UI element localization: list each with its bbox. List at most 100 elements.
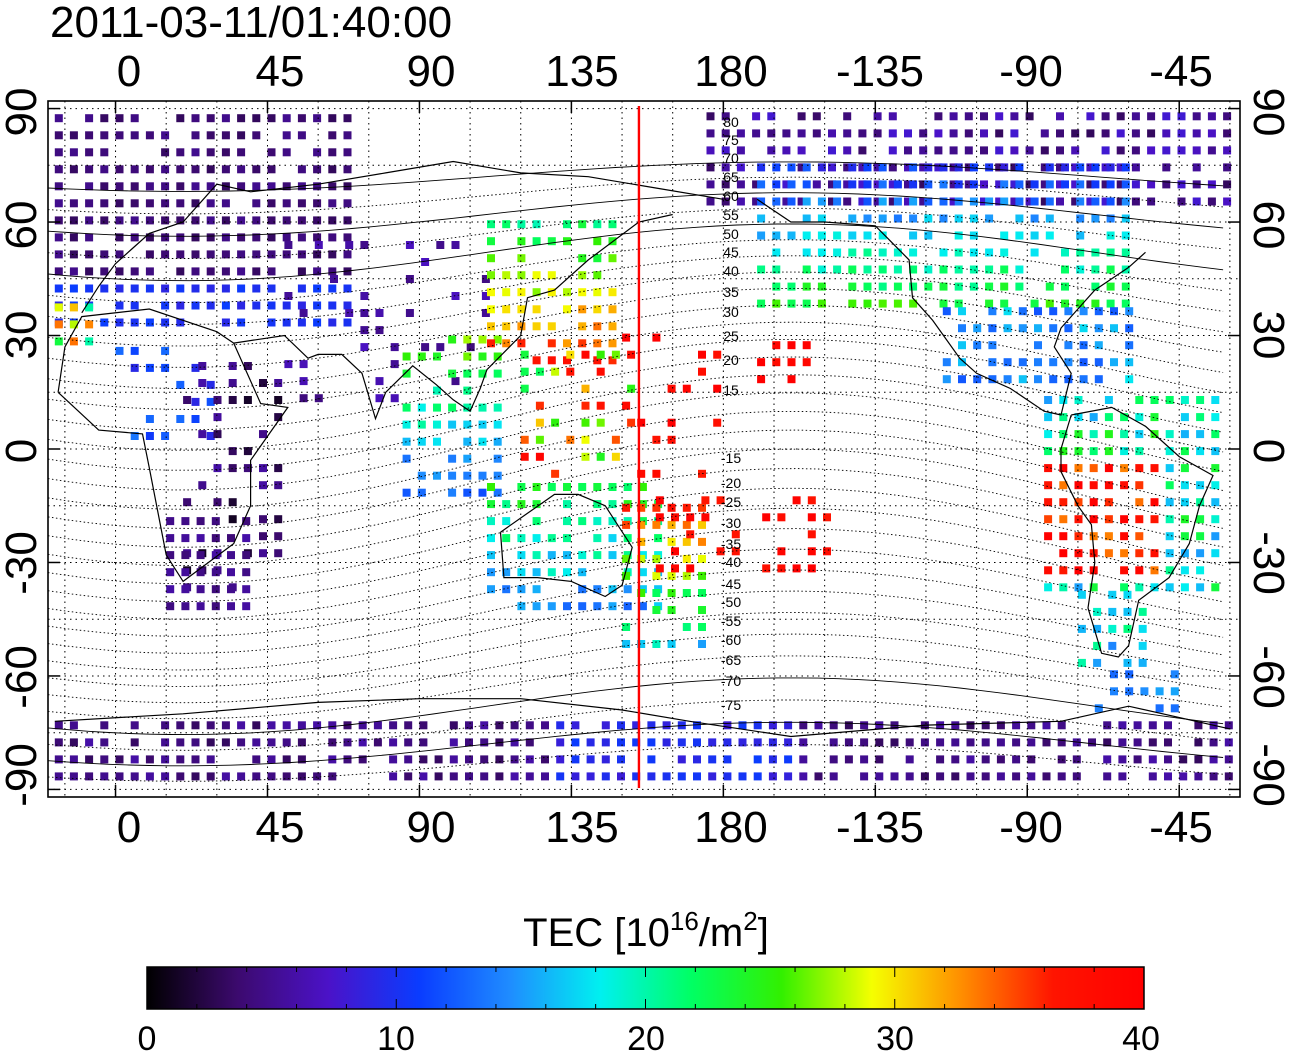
tec-cell xyxy=(267,250,276,259)
tec-cell xyxy=(1140,687,1149,696)
tec-cell xyxy=(211,568,220,577)
tec-cell xyxy=(1064,307,1073,316)
mag-lat-contour xyxy=(47,239,1224,304)
tec-cell xyxy=(1027,772,1036,781)
contour-label: -35 xyxy=(721,536,741,552)
tec-cell xyxy=(817,282,826,291)
tec-cell xyxy=(252,301,261,310)
contour-label: 70 xyxy=(723,150,739,166)
tec-cell xyxy=(858,129,867,138)
tec-cell xyxy=(206,199,215,208)
tec-cell xyxy=(130,346,139,355)
tec-cell xyxy=(493,420,502,429)
tec-cell xyxy=(54,320,63,329)
tec-cell xyxy=(1093,641,1102,650)
tec-cell xyxy=(221,738,230,747)
tec-cell xyxy=(909,265,918,274)
tec-cell xyxy=(667,537,676,546)
tec-cell xyxy=(909,299,918,308)
tec-cell xyxy=(1025,146,1034,155)
tec-cell xyxy=(677,755,686,764)
tec-cell xyxy=(115,318,124,327)
tec-cell xyxy=(328,250,337,259)
tec-cell xyxy=(259,549,267,558)
tec-cell xyxy=(909,231,918,240)
tec-cell xyxy=(1196,549,1205,558)
tec-cell xyxy=(242,517,251,526)
tec-cell xyxy=(1044,481,1053,490)
tec-cell xyxy=(736,163,745,172)
tec-cell xyxy=(652,571,661,580)
tec-cell xyxy=(784,755,793,764)
tec-cell xyxy=(617,755,625,764)
tec-cell xyxy=(161,216,170,225)
tec-cell xyxy=(969,163,978,172)
tec-cell xyxy=(677,772,686,781)
tec-cell xyxy=(115,114,124,123)
tec-cell xyxy=(1076,265,1085,274)
tec-cell xyxy=(532,356,541,365)
tec-cell xyxy=(517,305,526,314)
tec-cell xyxy=(637,418,646,427)
contour-label: 30 xyxy=(723,304,739,320)
tec-cell xyxy=(166,517,175,526)
tec-cell xyxy=(448,335,457,344)
tec-cell xyxy=(1000,163,1009,172)
tec-cell xyxy=(145,233,154,242)
tec-cell xyxy=(767,112,776,121)
tec-cell xyxy=(1018,375,1027,384)
tec-cell xyxy=(389,721,398,730)
tec-cell xyxy=(161,284,170,293)
tec-cell xyxy=(1012,721,1021,730)
tec-cell xyxy=(936,755,945,764)
tec-cell xyxy=(563,500,571,509)
tec-cell xyxy=(1211,396,1220,404)
tec-cell xyxy=(1061,248,1069,257)
tec-cell xyxy=(221,199,230,208)
tec-cell xyxy=(1196,481,1205,490)
tec-cell xyxy=(176,301,185,310)
tec-cell xyxy=(1101,146,1110,155)
tec-cell xyxy=(1121,282,1130,291)
tec-cell xyxy=(161,182,170,191)
tec-cell xyxy=(1164,772,1172,781)
tec-cell xyxy=(502,500,511,509)
tec-cell xyxy=(667,571,676,580)
tec-cell xyxy=(1106,282,1115,291)
tec-cell xyxy=(532,271,541,280)
tec-cell xyxy=(829,755,838,764)
tec-cell xyxy=(638,483,647,491)
tec-cell xyxy=(863,282,872,291)
tec-cell xyxy=(698,571,706,580)
tec-cell xyxy=(964,146,973,155)
tec-cell xyxy=(622,401,631,410)
tec-cell xyxy=(1106,197,1115,206)
x-tick-label-top: 135 xyxy=(545,47,618,96)
tec-cell xyxy=(532,322,541,331)
tec-cell xyxy=(843,180,852,189)
tec-cell xyxy=(812,112,821,121)
tec-cell xyxy=(1211,515,1220,524)
tec-cell xyxy=(259,464,267,473)
tec-cell xyxy=(191,131,200,140)
tec-cell xyxy=(1044,498,1053,507)
tec-cell xyxy=(130,216,139,225)
tec-cell xyxy=(768,721,777,730)
tec-cell xyxy=(115,216,124,225)
tec-cell xyxy=(405,241,414,249)
tec-cell xyxy=(706,129,715,138)
tec-cell xyxy=(259,481,267,490)
tec-cell xyxy=(313,772,322,781)
tec-cell xyxy=(698,503,706,512)
tec-cell xyxy=(1059,430,1068,439)
tec-cell xyxy=(939,299,948,308)
tec-cell xyxy=(873,197,882,206)
tec-cell xyxy=(787,299,796,308)
mag-lat-contour xyxy=(47,288,1224,368)
tec-cell xyxy=(390,394,399,403)
tec-cell xyxy=(1138,658,1147,667)
tec-cell xyxy=(274,379,283,387)
tec-cell xyxy=(69,216,78,225)
tec-cell xyxy=(909,214,918,223)
tec-cell xyxy=(909,282,918,291)
